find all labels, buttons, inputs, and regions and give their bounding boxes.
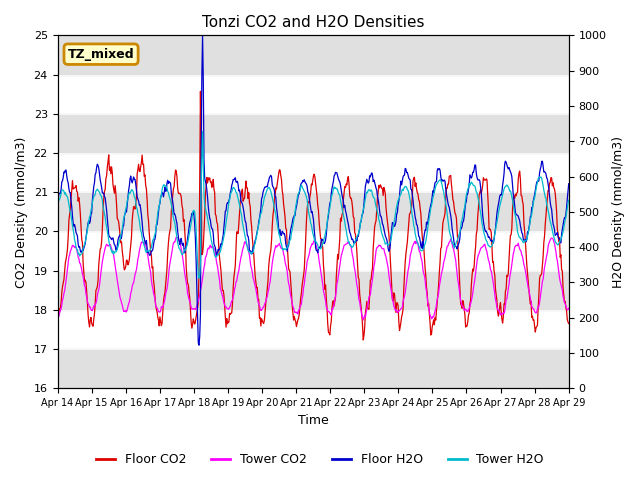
Tower H2O	[54, 200, 61, 206]
Floor H2O	[392, 222, 399, 228]
Tower H2O	[116, 237, 124, 243]
Tower CO2	[392, 307, 399, 313]
Line: Tower H2O: Tower H2O	[58, 132, 569, 278]
Floor CO2	[168, 209, 175, 215]
Tower H2O	[392, 213, 399, 218]
Legend: Floor CO2, Tower CO2, Floor H2O, Tower H2O: Floor CO2, Tower CO2, Floor H2O, Tower H…	[91, 448, 549, 471]
Tower H2O	[199, 129, 207, 134]
Tower CO2	[360, 317, 367, 323]
Tower CO2	[116, 291, 124, 297]
Tower H2O	[376, 223, 384, 229]
Tower CO2	[168, 254, 175, 260]
Floor CO2	[565, 321, 573, 326]
Tower CO2	[565, 305, 573, 311]
Floor CO2	[54, 315, 61, 321]
Floor H2O	[116, 233, 124, 239]
Y-axis label: CO2 Density (mmol/m3): CO2 Density (mmol/m3)	[15, 136, 28, 288]
Tower CO2	[195, 295, 203, 301]
Tower CO2	[376, 242, 384, 248]
Y-axis label: H2O Density (mmol/m3): H2O Density (mmol/m3)	[612, 136, 625, 288]
Floor H2O	[376, 213, 384, 219]
Floor H2O	[63, 173, 70, 179]
Floor H2O	[168, 190, 175, 195]
Floor CO2	[196, 88, 204, 94]
Floor CO2	[116, 226, 124, 231]
Floor H2O	[195, 342, 203, 348]
Title: Tonzi CO2 and H2O Densities: Tonzi CO2 and H2O Densities	[202, 15, 424, 30]
Floor CO2	[376, 182, 384, 188]
X-axis label: Time: Time	[298, 414, 328, 427]
Bar	[58, 271, 569, 310]
Tower H2O	[565, 197, 573, 203]
Floor CO2	[195, 300, 202, 306]
Tower H2O	[168, 202, 175, 207]
Floor CO2	[63, 252, 70, 258]
Line: Floor CO2: Floor CO2	[58, 91, 569, 340]
Floor CO2	[392, 300, 399, 306]
Bar	[58, 349, 569, 388]
Floor H2O	[195, 340, 202, 346]
Tower H2O	[63, 193, 70, 199]
Floor H2O	[54, 194, 61, 200]
Line: Floor H2O: Floor H2O	[58, 36, 569, 345]
Floor H2O	[565, 181, 573, 187]
Tower CO2	[54, 315, 61, 321]
Line: Tower CO2: Tower CO2	[58, 237, 569, 320]
Tower CO2	[172, 234, 180, 240]
Floor CO2	[360, 337, 367, 343]
Bar	[58, 114, 569, 153]
Tower H2O	[195, 275, 203, 281]
Bar	[58, 192, 569, 231]
Floor H2O	[199, 33, 207, 38]
Tower H2O	[195, 274, 202, 279]
Bar	[58, 36, 569, 74]
Text: TZ_mixed: TZ_mixed	[68, 48, 134, 60]
Tower CO2	[63, 272, 70, 278]
